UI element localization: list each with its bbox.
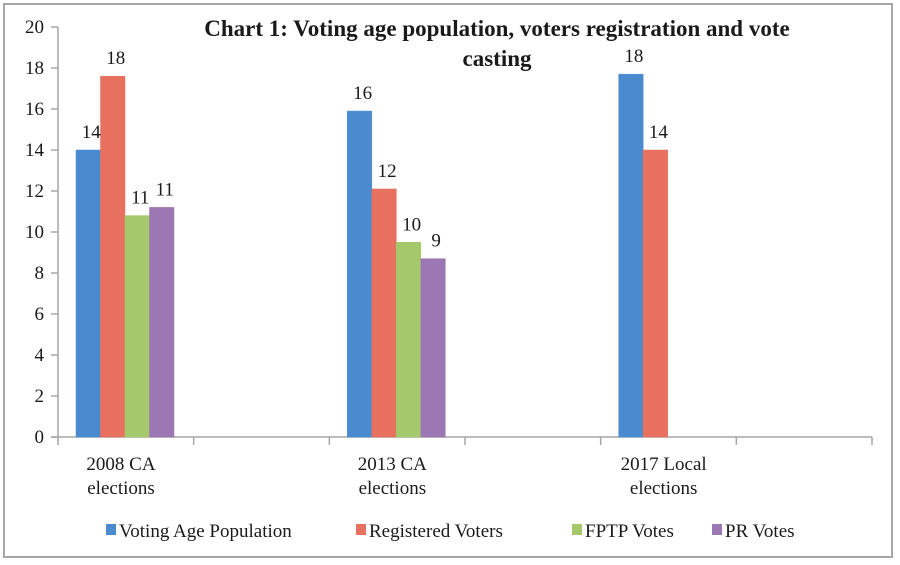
- y-tick-label: 0: [35, 427, 45, 448]
- y-tick-label: 2: [35, 386, 45, 407]
- legend-swatch-voting-age-population: [106, 524, 116, 535]
- bar-fptp-votes: [396, 242, 422, 438]
- bar-registered-voters: [371, 188, 397, 438]
- x-category-label: elections: [87, 478, 155, 499]
- data-label: 12: [378, 161, 397, 182]
- bar-registered-voters: [642, 149, 668, 438]
- y-tick-label: 8: [35, 263, 45, 284]
- chart-title-line-2: casting: [463, 46, 533, 71]
- chart-title: Chart 1: Voting age population, voters r…: [204, 16, 789, 71]
- y-tick-label: 4: [35, 345, 45, 366]
- chart-title-line-1: Chart 1: Voting age population, voters r…: [204, 16, 789, 41]
- x-category-label: 2008 CA: [86, 454, 155, 475]
- bar-voting-age-population: [618, 73, 644, 438]
- data-label: 18: [624, 46, 643, 67]
- data-label: 14: [649, 122, 669, 143]
- legend-label: Voting Age Population: [119, 521, 292, 542]
- data-labels: 14 18 11 11 16 12 10 9 18 14: [82, 46, 669, 252]
- data-label: 14: [82, 122, 102, 143]
- y-tick-label: 16: [25, 99, 44, 120]
- category-labels: 2008 CA elections 2013 CA elections 2017 Loc…: [86, 454, 706, 499]
- bar-fptp-votes: [124, 215, 150, 438]
- data-label: 10: [402, 214, 421, 235]
- y-tick-label: 18: [25, 58, 44, 79]
- data-label: 11: [156, 179, 174, 200]
- legend-label: PR Votes: [725, 521, 795, 542]
- data-label: 16: [353, 83, 372, 104]
- legend-label: FPTP Votes: [585, 521, 674, 542]
- bar-voting-age-population: [347, 110, 373, 438]
- data-label: 11: [131, 188, 149, 209]
- bars: [75, 73, 668, 438]
- x-category-label: elections: [630, 478, 698, 499]
- legend-swatch-pr-votes: [712, 524, 722, 535]
- legend-swatch-registered-voters: [356, 524, 366, 535]
- legend-label: Registered Voters: [369, 521, 503, 542]
- bar-registered-voters: [100, 75, 126, 438]
- data-label: 9: [431, 231, 441, 252]
- data-label: 18: [106, 48, 125, 69]
- y-tick-label: 14: [25, 140, 45, 161]
- axes: 0 2 4 6 8 10 12 14 16 18 20: [25, 17, 873, 448]
- legend: Voting Age Population Registered Voters FP…: [106, 521, 795, 542]
- bar-pr-votes: [149, 207, 175, 438]
- x-category-label: 2013 CA: [358, 454, 427, 475]
- legend-swatch-fptp-votes: [572, 524, 582, 535]
- x-category-label: 2017 Local: [621, 454, 707, 475]
- bar-voting-age-population: [75, 149, 101, 438]
- bar-pr-votes: [420, 258, 446, 438]
- y-tick-label: 12: [25, 181, 44, 202]
- x-category-label: elections: [359, 478, 427, 499]
- y-tick-label: 20: [25, 17, 44, 38]
- y-tick-label: 6: [35, 304, 45, 325]
- y-tick-label: 10: [25, 222, 44, 243]
